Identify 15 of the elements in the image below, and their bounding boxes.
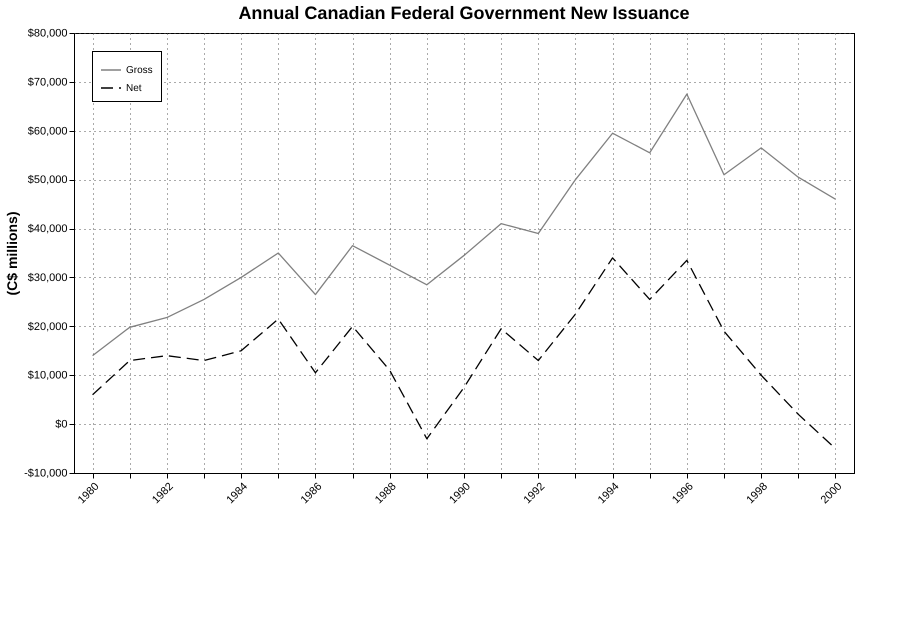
y-axis-title: (C$ millions) <box>4 211 20 296</box>
legend-label: Gross <box>126 65 153 76</box>
y-tick-label: $60,000 <box>28 125 68 138</box>
y-tick-label: $30,000 <box>28 272 68 284</box>
y-tick-label: $20,000 <box>28 320 68 333</box>
y-tick-label: $10,000 <box>28 370 68 382</box>
y-tick-label: -$10,000 <box>24 468 68 480</box>
y-tick-label: $70,000 <box>28 76 68 88</box>
y-tick-label: $0 <box>55 418 68 431</box>
legend-label: Net <box>126 83 142 94</box>
y-tick-label: $50,000 <box>28 174 68 186</box>
line-series <box>92 93 836 356</box>
y-tick-label: $40,000 <box>28 223 68 236</box>
y-tick-label: $80,000 <box>28 28 68 40</box>
chart-title: Annual Canadian Federal Government New Issuance <box>238 3 690 23</box>
